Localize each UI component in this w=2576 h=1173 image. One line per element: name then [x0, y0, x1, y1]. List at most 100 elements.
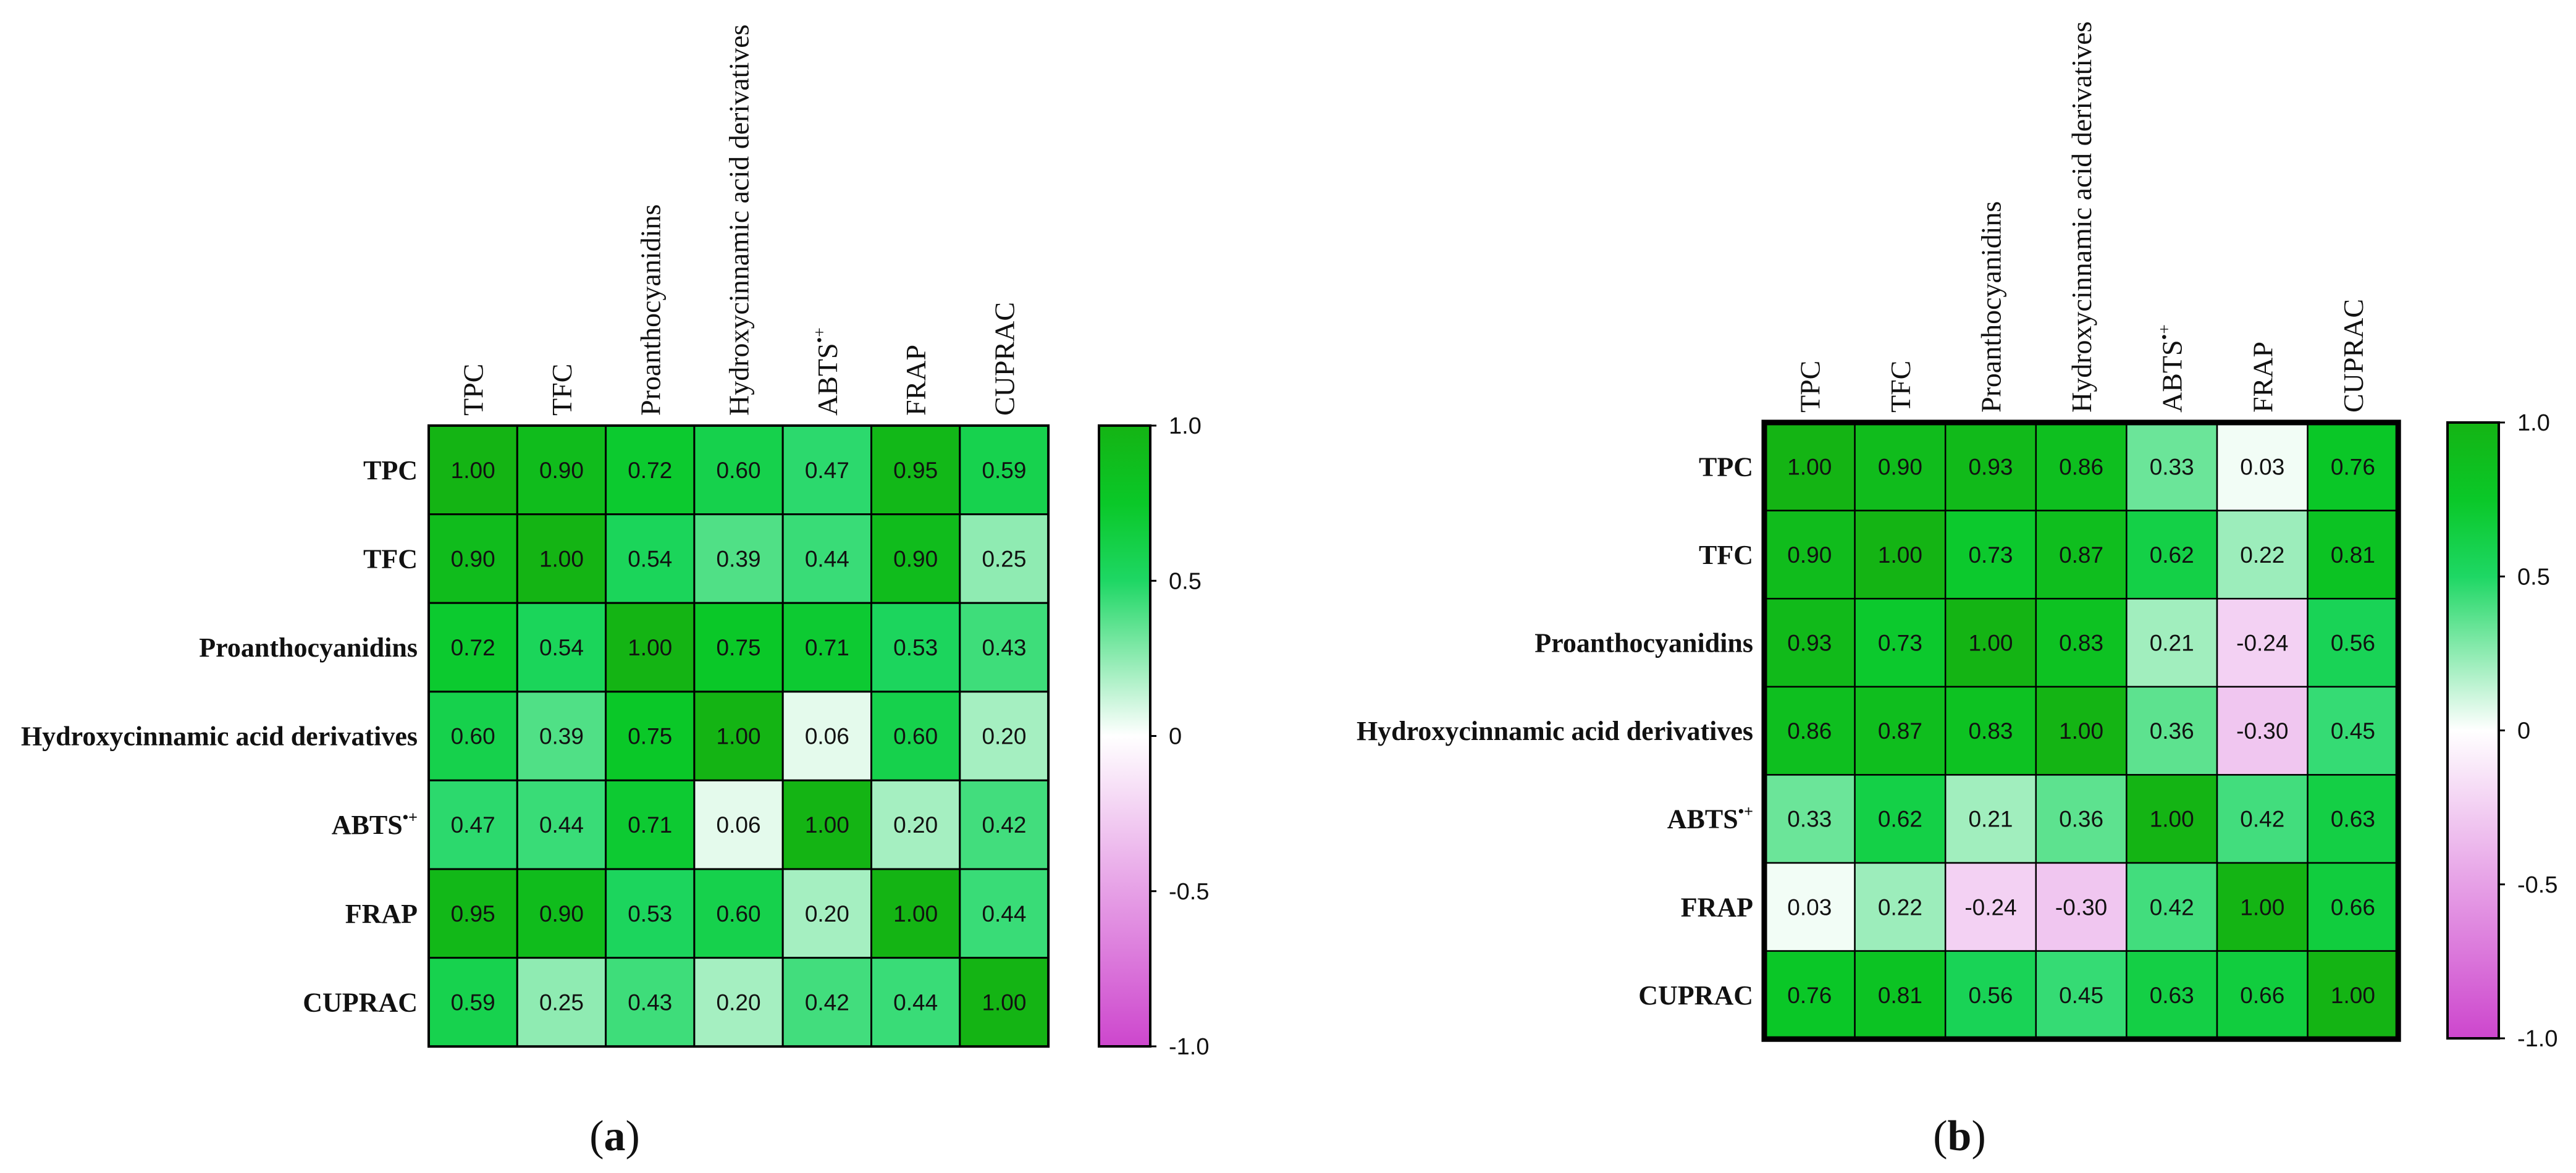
heatmap-panel-b: 1.00 0.90 0.93 0.86 0.33 0.03 0.760.90 1.00 0.73… [1357, 21, 2558, 1160]
heatmap-b-cell-r5-c5 [2216, 862, 2309, 952]
heatmap-b-value-r4-c4: 1.00 [2150, 807, 2194, 832]
heatmap-b-col-label-6: CUPRAC [2338, 299, 2369, 413]
heatmap-a-cell-r6-c3 [693, 957, 784, 1048]
heatmap-a-cells: 1.00 0.90 0.72 0.60 0.47 0.95 0.59 0.90 1.00 0.54… [427, 424, 1050, 1048]
heatmap-b-value-r0-c0: 1.00 [1787, 454, 1832, 479]
colorbar-b-bar [2446, 421, 2500, 1040]
heatmap-b-value-r1-c1: 1.00 [1878, 542, 1922, 568]
heatmap-panel-a: 1.00 0.90 0.72 0.60 0.47 0.95 0.590.90 1.00 0.54… [21, 24, 1210, 1160]
heatmap-b-value-r5-c2: -0.24 [1964, 894, 2016, 920]
heatmap-b-row-labels: TPC TFC Proanthocyanidins Hydroxycinnamic a… [1357, 452, 1753, 1011]
heatmap-b-cell-r1-c6 [2307, 510, 2399, 600]
heatmap-b-value-r5-c5: 1.00 [2240, 894, 2284, 920]
heatmap-b-cell-r3-c3 [2035, 686, 2128, 776]
heatmap-b-cell-r1-c3 [2035, 510, 2128, 600]
heatmap-a-border [427, 424, 1050, 1048]
heatmap-a-cell-r5-c6 [959, 868, 1050, 959]
heatmap-a-value-r6-c6: 1.00 [982, 990, 1026, 1015]
heatmap-a-value-r2-c1: 0.54 [539, 635, 584, 660]
heatmap-a-value-r1-c2: 0.54 [628, 546, 672, 571]
heatmap-b-col-label-4: ABTS•+ [2154, 324, 2187, 413]
heatmap-b-row-label-6: CUPRAC [1638, 980, 1753, 1011]
heatmap-a-value-r3-c2: 0.75 [628, 724, 672, 749]
heatmap-b-value-r3-c5: -0.30 [2236, 718, 2288, 744]
heatmap-b-value-r4-c2: 0.21 [1968, 807, 2013, 832]
heatmap-a-value-r5-c2: 0.53 [628, 901, 672, 927]
heatmap-a-value-r1-c1: 1.00 [539, 546, 584, 571]
heatmap-b-cell-r3-c6 [2307, 686, 2399, 776]
heatmap-a-value-r2-c3: 0.75 [717, 635, 761, 660]
heatmap-b-value-r5-c0: 0.03 [1787, 894, 1832, 920]
heatmap-a-value-r0-c3: 0.60 [717, 458, 761, 483]
heatmap-a-cell-r0-c0 [427, 424, 518, 516]
heatmap-a-col-label-3: Hydroxycinnamic acid derivatives [723, 24, 755, 416]
heatmap-a-col-label-1: TFC [546, 364, 578, 416]
heatmap-b-cell-r0-c4 [2126, 421, 2218, 511]
heatmap-b-value-r2-c4: 0.21 [2150, 631, 2194, 656]
heatmap-b-colorbar: 1.0 0.5 0 -0.5 -1.0 [2446, 410, 2557, 1052]
heatmap-a-value-r3-c0: 0.60 [451, 724, 495, 749]
colorbar-b-tick-label-3: -0.5 [2517, 872, 2557, 898]
heatmap-a-value-r1-c3: 0.39 [717, 546, 761, 571]
heatmap-b-col-label-0: TPC [1794, 361, 1825, 413]
heatmap-b-value-r0-c1: 0.90 [1878, 454, 1922, 479]
colorbar-b-tick-label-4: -1.0 [2517, 1026, 2557, 1052]
panel-parenthesis: ( [589, 1112, 604, 1160]
heatmap-a-value-r6-c4: 0.42 [805, 990, 849, 1015]
heatmap-b-value-r3-c6: 0.45 [2331, 718, 2375, 744]
heatmap-a-col-label-2: Proanthocyanidins [634, 204, 666, 416]
heatmap-b-cell-r6-c5 [2216, 950, 2309, 1040]
heatmap-b-border [1761, 419, 2401, 1042]
heatmap-a-row-label-4: ABTS•+ [332, 808, 418, 841]
heatmap-a-value-r2-c0: 0.72 [451, 635, 495, 660]
heatmap-a-row-label-2: Proanthocyanidins [199, 633, 418, 663]
heatmap-a-cell-r5-c1 [516, 868, 607, 959]
heatmap-b-value-r6-c6: 1.00 [2331, 983, 2375, 1008]
heatmap-a-value-r4-c5: 0.20 [893, 812, 938, 838]
heatmap-a-value-r5-c6: 0.44 [982, 901, 1026, 927]
colorbar-a-tick-label-4: -1.0 [1169, 1034, 1209, 1060]
colorbar-a-tick-label-0: 1.0 [1169, 413, 1202, 439]
heatmap-b-value-r1-c0: 0.90 [1787, 542, 1832, 568]
panel-label-a: (a) [589, 1112, 640, 1160]
heatmap-a-cell-r4-c0 [427, 779, 518, 870]
heatmap-a-value-r3-c5: 0.60 [893, 724, 938, 749]
heatmap-b-row-label-2: Proanthocyanidins [1534, 628, 1753, 658]
heatmap-b-value-r2-c2: 1.00 [1968, 631, 2013, 656]
heatmap-b-value-r5-c4: 0.42 [2150, 894, 2194, 920]
heatmap-b-value-r6-c5: 0.66 [2240, 983, 2284, 1008]
colorbar-a-tick-label-3: -0.5 [1169, 879, 1209, 905]
heatmap-b-value-r0-c3: 0.86 [2059, 454, 2103, 479]
heatmap-b-value-r6-c2: 0.56 [1968, 983, 2013, 1008]
heatmap-a-cell-r2-c3 [693, 602, 784, 693]
heatmap-b-value-r1-c6: 0.81 [2331, 542, 2375, 568]
colorbar-a-tick-label-2: 0 [1169, 724, 1182, 750]
heatmap-b-value-r3-c1: 0.87 [1878, 718, 1922, 744]
heatmap-b-value-r6-c1: 0.81 [1878, 983, 1922, 1008]
heatmap-b-value-r2-c3: 0.83 [2059, 631, 2103, 656]
heatmap-a-value-r1-c4: 0.44 [805, 546, 849, 571]
heatmap-a-value-r0-c6: 0.59 [982, 458, 1026, 483]
heatmap-a-colorbar: 1.0 0.5 0 -0.5 -1.0 [1098, 413, 1209, 1060]
panel-parenthesis: ) [626, 1112, 640, 1160]
heatmap-a-col-labels: TPC TFC Proanthocyanidins Hydroxycinnamic a… [458, 24, 1021, 416]
heatmap-a-cell-r3-c0 [427, 691, 518, 781]
heatmap-b-cell-r0-c5 [2216, 421, 2309, 511]
heatmap-b-row-label-1: TFC [1699, 540, 1753, 570]
heatmap-b-value-r0-c4: 0.33 [2150, 454, 2194, 479]
heatmap-a-cell-r6-c6 [959, 957, 1050, 1048]
heatmap-b-cell-r5-c2 [1944, 862, 2037, 952]
heatmap-b-value-r0-c5: 0.03 [2240, 454, 2284, 479]
heatmap-a-cell-r1-c2 [605, 513, 696, 604]
heatmap-a-cell-r6-c4 [781, 957, 872, 1048]
heatmap-b-row-label-0: TPC [1699, 452, 1753, 482]
heatmap-b-cell-r2-c6 [2307, 597, 2399, 688]
heatmap-b-value-r3-c0: 0.86 [1787, 718, 1832, 744]
radical-cation-superscript: •+ [810, 327, 829, 343]
heatmap-b-value-r4-c1: 0.62 [1878, 807, 1922, 832]
heatmap-b-cell-r0-c0 [1763, 421, 1856, 511]
heatmap-b-cell-r6-c4 [2126, 950, 2218, 1040]
heatmap-a-cell-r2-c2 [605, 602, 696, 693]
heatmap-b-value-r0-c2: 0.93 [1968, 454, 2013, 479]
